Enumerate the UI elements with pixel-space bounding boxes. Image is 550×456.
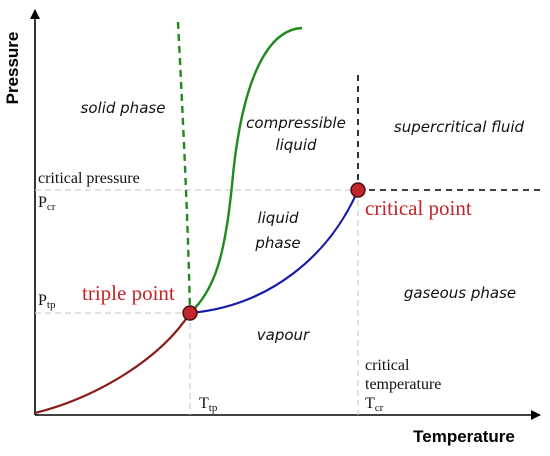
anomalous-melting-curve — [176, 21, 192, 314]
p-tp-label: Ptp — [38, 292, 56, 311]
region-liquid-label-line1: liquid — [257, 209, 299, 227]
critical-point-label: critical point — [365, 196, 472, 220]
region-compressible-label-line2: liquid — [275, 136, 317, 154]
y-axis-title: Pressure — [3, 32, 22, 105]
vaporization-curve — [189, 189, 360, 315]
p-cr-label: Pcr — [38, 194, 56, 213]
triple-point-label: triple point — [82, 281, 175, 305]
t-tp-label: Ttp — [199, 395, 218, 414]
critical-pressure-label: critical pressure — [38, 170, 140, 187]
critical-temperature-label-line1: critical — [365, 357, 410, 374]
sublimation-curve — [34, 312, 191, 415]
region-compressible-label-line1: compressible — [246, 114, 346, 132]
region-liquid-label-line2: phase — [254, 234, 300, 252]
triple-point-marker — [182, 305, 198, 321]
region-solid-label: solid phase — [81, 99, 166, 117]
region-supercritical-label: supercritical fluid — [394, 118, 525, 136]
t-cr-label: Tcr — [365, 395, 384, 414]
critical-point-marker — [350, 182, 366, 198]
critical-temperature-label-line2: temperature — [365, 376, 441, 393]
x-axis-title: Temperature — [413, 427, 515, 446]
melting-curve — [189, 26, 303, 314]
region-vapour-label: vapour — [257, 326, 310, 344]
region-gaseous-label: gaseous phase — [404, 284, 516, 302]
